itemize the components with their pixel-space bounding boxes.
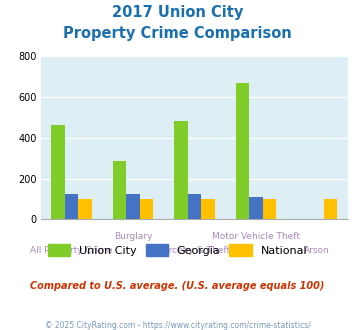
Bar bbox=[51, 125, 65, 219]
Text: Property Crime Comparison: Property Crime Comparison bbox=[63, 26, 292, 41]
Bar bbox=[113, 161, 126, 219]
Bar bbox=[201, 199, 215, 219]
Text: Motor Vehicle Theft: Motor Vehicle Theft bbox=[212, 232, 300, 241]
Text: 2017 Union City: 2017 Union City bbox=[112, 5, 243, 20]
Bar bbox=[78, 199, 92, 219]
Bar bbox=[235, 83, 249, 219]
Text: Arson: Arson bbox=[304, 246, 330, 255]
Text: Burglary: Burglary bbox=[114, 232, 152, 241]
Bar bbox=[174, 121, 187, 219]
Text: Compared to U.S. average. (U.S. average equals 100): Compared to U.S. average. (U.S. average … bbox=[30, 281, 325, 291]
Bar bbox=[140, 199, 153, 219]
Legend: Union City, Georgia, National: Union City, Georgia, National bbox=[44, 240, 311, 260]
Text: © 2025 CityRating.com - https://www.cityrating.com/crime-statistics/: © 2025 CityRating.com - https://www.city… bbox=[45, 321, 310, 330]
Bar bbox=[126, 193, 140, 219]
Bar bbox=[187, 193, 201, 219]
Text: Larceny & Theft: Larceny & Theft bbox=[158, 246, 230, 255]
Bar bbox=[249, 197, 263, 219]
Bar bbox=[324, 199, 338, 219]
Bar bbox=[263, 199, 276, 219]
Bar bbox=[65, 193, 78, 219]
Text: All Property Crime: All Property Crime bbox=[30, 246, 113, 255]
